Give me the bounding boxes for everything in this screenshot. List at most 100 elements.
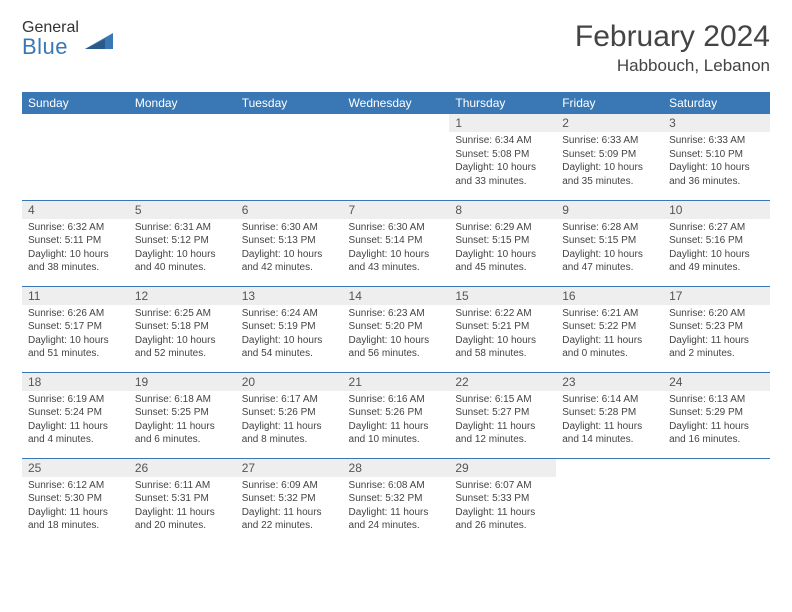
calendar-cell: 25 Sunrise: 6:12 AMSunset: 5:30 PMDayligh… xyxy=(22,458,129,544)
weekday-header: Wednesday xyxy=(343,92,450,114)
sunset-line: Sunset: 5:16 PM xyxy=(669,234,764,248)
sunrise-line: Sunrise: 6:08 AM xyxy=(349,479,444,493)
daylight-line: Daylight: 10 hours and 45 minutes. xyxy=(455,248,550,275)
daylight-line: Daylight: 11 hours and 2 minutes. xyxy=(669,334,764,361)
day-details: Sunrise: 6:29 AMSunset: 5:15 PMDaylight:… xyxy=(449,219,556,281)
sunset-line: Sunset: 5:24 PM xyxy=(28,406,123,420)
calendar-row: 1Sunrise: 6:34 AMSunset: 5:08 PMDaylight… xyxy=(22,114,770,200)
sunrise-line: Sunrise: 6:24 AM xyxy=(242,307,337,321)
calendar-row: 4Sunrise: 6:32 AMSunset: 5:11 PMDaylight… xyxy=(22,200,770,286)
calendar-cell: 29Sunrise: 6:07 AMSunset: 5:33 PMDayligh… xyxy=(449,458,556,544)
daylight-line: Daylight: 10 hours and 47 minutes. xyxy=(562,248,657,275)
day-details: Sunrise: 6:15 AMSunset: 5:27 PMDaylight:… xyxy=(449,391,556,453)
sunset-line: Sunset: 5:12 PM xyxy=(135,234,230,248)
sunset-line: Sunset: 5:26 PM xyxy=(349,406,444,420)
logo-triangle-icon xyxy=(85,29,113,54)
sunset-line: Sunset: 5:32 PM xyxy=(242,492,337,506)
day-number: 18 xyxy=(22,373,129,391)
day-details: Sunrise: 6:31 AMSunset: 5:12 PMDaylight:… xyxy=(129,219,236,281)
calendar-cell: 28Sunrise: 6:08 AMSunset: 5:32 PMDayligh… xyxy=(343,458,450,544)
day-details: Sunrise: 6:14 AMSunset: 5:28 PMDaylight:… xyxy=(556,391,663,453)
day-number: 14 xyxy=(343,287,450,305)
day-details: Sunrise: 6:19 AMSunset: 5:24 PMDaylight:… xyxy=(22,391,129,453)
daylight-line: Daylight: 11 hours and 22 minutes. xyxy=(242,506,337,533)
sunrise-line: Sunrise: 6:31 AM xyxy=(135,221,230,235)
empty-daynum xyxy=(556,459,663,477)
calendar-cell: 23Sunrise: 6:14 AMSunset: 5:28 PMDayligh… xyxy=(556,372,663,458)
day-details: Sunrise: 6:09 AMSunset: 5:32 PMDaylight:… xyxy=(236,477,343,539)
empty-daynum xyxy=(343,114,450,132)
calendar-cell xyxy=(663,458,770,544)
month-title: February 2024 xyxy=(575,20,770,54)
sunrise-line: Sunrise: 6:20 AM xyxy=(669,307,764,321)
day-number: 15 xyxy=(449,287,556,305)
daylight-line: Daylight: 11 hours and 10 minutes. xyxy=(349,420,444,447)
sunrise-line: Sunrise: 6:26 AM xyxy=(28,307,123,321)
daylight-line: Daylight: 10 hours and 52 minutes. xyxy=(135,334,230,361)
empty-daynum xyxy=(22,114,129,132)
sunset-line: Sunset: 5:30 PM xyxy=(28,492,123,506)
calendar-cell: 11Sunrise: 6:26 AMSunset: 5:17 PMDayligh… xyxy=(22,286,129,372)
sunrise-line: Sunrise: 6:14 AM xyxy=(562,393,657,407)
sunrise-line: Sunrise: 6:11 AM xyxy=(135,479,230,493)
sunrise-line: Sunrise: 6:29 AM xyxy=(455,221,550,235)
day-details: Sunrise: 6:34 AMSunset: 5:08 PMDaylight:… xyxy=(449,132,556,194)
sunset-line: Sunset: 5:13 PM xyxy=(242,234,337,248)
daylight-line: Daylight: 10 hours and 33 minutes. xyxy=(455,161,550,188)
sunset-line: Sunset: 5:29 PM xyxy=(669,406,764,420)
sunset-line: Sunset: 5:14 PM xyxy=(349,234,444,248)
calendar-cell: 15Sunrise: 6:22 AMSunset: 5:21 PMDayligh… xyxy=(449,286,556,372)
header: General Blue February 2024 Habbouch, Leb… xyxy=(22,20,770,76)
calendar-cell: 1Sunrise: 6:34 AMSunset: 5:08 PMDaylight… xyxy=(449,114,556,200)
daylight-line: Daylight: 10 hours and 38 minutes. xyxy=(28,248,123,275)
day-details: Sunrise: 6:07 AMSunset: 5:33 PMDaylight:… xyxy=(449,477,556,539)
calendar-cell xyxy=(343,114,450,200)
sunrise-line: Sunrise: 6:33 AM xyxy=(669,134,764,148)
sunset-line: Sunset: 5:31 PM xyxy=(135,492,230,506)
sunrise-line: Sunrise: 6:13 AM xyxy=(669,393,764,407)
daylight-line: Daylight: 10 hours and 43 minutes. xyxy=(349,248,444,275)
sunrise-line: Sunrise: 6:34 AM xyxy=(455,134,550,148)
sunrise-line: Sunrise: 6:30 AM xyxy=(242,221,337,235)
calendar-cell: 4Sunrise: 6:32 AMSunset: 5:11 PMDaylight… xyxy=(22,200,129,286)
daylight-line: Daylight: 10 hours and 35 minutes. xyxy=(562,161,657,188)
weekday-header: Tuesday xyxy=(236,92,343,114)
sunrise-line: Sunrise: 6:32 AM xyxy=(28,221,123,235)
day-number: 8 xyxy=(449,201,556,219)
sunrise-line: Sunrise: 6:12 AM xyxy=(28,479,123,493)
day-number: 25 xyxy=(22,459,129,477)
sunrise-line: Sunrise: 6:33 AM xyxy=(562,134,657,148)
day-number: 2 xyxy=(556,114,663,132)
daylight-line: Daylight: 11 hours and 26 minutes. xyxy=(455,506,550,533)
day-details: Sunrise: 6:16 AMSunset: 5:26 PMDaylight:… xyxy=(343,391,450,453)
calendar-body: 1Sunrise: 6:34 AMSunset: 5:08 PMDaylight… xyxy=(22,114,770,544)
sunset-line: Sunset: 5:23 PM xyxy=(669,320,764,334)
calendar-cell: 20Sunrise: 6:17 AMSunset: 5:26 PMDayligh… xyxy=(236,372,343,458)
day-details: Sunrise: 6:24 AMSunset: 5:19 PMDaylight:… xyxy=(236,305,343,367)
day-number: 26 xyxy=(129,459,236,477)
day-details: Sunrise: 6:11 AMSunset: 5:31 PMDaylight:… xyxy=(129,477,236,539)
sunset-line: Sunset: 5:17 PM xyxy=(28,320,123,334)
day-number: 20 xyxy=(236,373,343,391)
sunset-line: Sunset: 5:11 PM xyxy=(28,234,123,248)
daylight-line: Daylight: 11 hours and 12 minutes. xyxy=(455,420,550,447)
day-number: 6 xyxy=(236,201,343,219)
weekday-header: Monday xyxy=(129,92,236,114)
sunrise-line: Sunrise: 6:28 AM xyxy=(562,221,657,235)
sunrise-line: Sunrise: 6:21 AM xyxy=(562,307,657,321)
day-number: 16 xyxy=(556,287,663,305)
empty-daynum xyxy=(236,114,343,132)
daylight-line: Daylight: 10 hours and 51 minutes. xyxy=(28,334,123,361)
sunrise-line: Sunrise: 6:22 AM xyxy=(455,307,550,321)
calendar-cell: 24Sunrise: 6:13 AMSunset: 5:29 PMDayligh… xyxy=(663,372,770,458)
day-details: Sunrise: 6:23 AMSunset: 5:20 PMDaylight:… xyxy=(343,305,450,367)
calendar-cell: 3Sunrise: 6:33 AMSunset: 5:10 PMDaylight… xyxy=(663,114,770,200)
day-number: 21 xyxy=(343,373,450,391)
calendar-cell: 2Sunrise: 6:33 AMSunset: 5:09 PMDaylight… xyxy=(556,114,663,200)
calendar-row: 11Sunrise: 6:26 AMSunset: 5:17 PMDayligh… xyxy=(22,286,770,372)
day-details: Sunrise: 6:28 AMSunset: 5:15 PMDaylight:… xyxy=(556,219,663,281)
day-number: 17 xyxy=(663,287,770,305)
calendar-cell: 10Sunrise: 6:27 AMSunset: 5:16 PMDayligh… xyxy=(663,200,770,286)
logo: General Blue xyxy=(22,20,113,58)
daylight-line: Daylight: 11 hours and 18 minutes. xyxy=(28,506,123,533)
